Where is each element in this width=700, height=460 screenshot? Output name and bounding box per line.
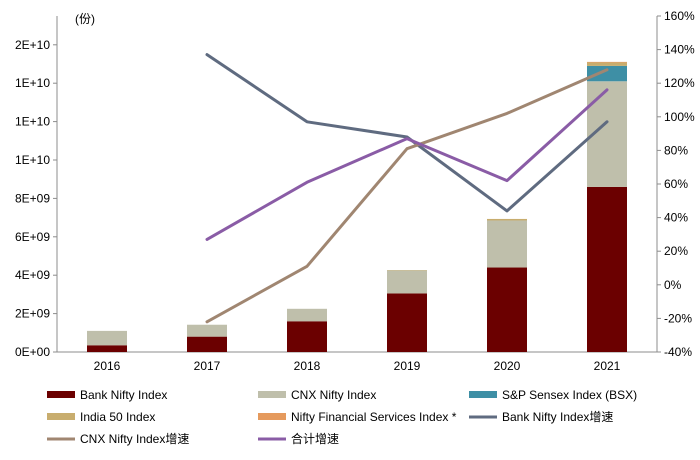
left-axis-tick-label: 6E+09 bbox=[15, 230, 50, 244]
bar-bank-nifty-index-2019 bbox=[387, 293, 427, 352]
left-axis-tick-label: 0E+00 bbox=[15, 345, 50, 359]
left-axis-tick-label: 2E+09 bbox=[15, 307, 50, 321]
legend-swatch bbox=[469, 391, 497, 398]
legend-label: CNX Nifty Index bbox=[291, 388, 376, 402]
legend-label: Bank Nifty Index增速 bbox=[502, 410, 613, 424]
right-axis-tick-label: -20% bbox=[664, 311, 692, 325]
line-bank-nifty-index bbox=[207, 55, 607, 211]
right-axis-tick-label: 140% bbox=[664, 43, 695, 57]
legend-label: S&P Sensex Index (BSX) bbox=[502, 388, 637, 402]
legend-label: Nifty Financial Services Index * bbox=[291, 410, 457, 424]
left-axis-tick-label: 2E+10 bbox=[15, 38, 50, 52]
left-axis-tick-label: 1E+10 bbox=[15, 115, 50, 129]
x-axis-tick-label: 2021 bbox=[594, 359, 621, 373]
legend-swatch bbox=[47, 413, 75, 420]
bar-bank-nifty-index-2021 bbox=[587, 187, 627, 352]
axes-group bbox=[53, 16, 661, 352]
bar-bank-nifty-index-2017 bbox=[187, 337, 227, 352]
bar-nifty-financial-services-index-2021 bbox=[587, 62, 627, 63]
x-axis-tick-label: 2020 bbox=[494, 359, 521, 373]
bar-india-50-index-2021 bbox=[587, 62, 627, 65]
legend-label: 合计增速 bbox=[291, 431, 339, 446]
x-axis-tick-label: 2019 bbox=[394, 359, 421, 373]
bar-cnx-nifty-index-2016 bbox=[87, 331, 127, 345]
right-axis-tick-label: 20% bbox=[664, 244, 688, 258]
left-axis-tick-label: 1E+10 bbox=[15, 76, 50, 90]
line- bbox=[207, 90, 607, 240]
left-axis-tick-label: 1E+10 bbox=[15, 153, 50, 167]
x-axis-tick-label: 2016 bbox=[94, 359, 121, 373]
bar-bank-nifty-index-2020 bbox=[487, 268, 527, 352]
right-axis-tick-label: 120% bbox=[664, 76, 695, 90]
unit-label: (份) bbox=[75, 12, 95, 26]
legend-label: India 50 Index bbox=[80, 410, 155, 424]
legend-swatch bbox=[47, 391, 75, 398]
legend-label: Bank Nifty Index bbox=[80, 388, 167, 402]
legend-group: Bank Nifty Index CNX Nifty Index S&P Sense… bbox=[47, 388, 637, 446]
bar-india-50-index-2020 bbox=[487, 219, 527, 221]
bar-cnx-nifty-index-2017 bbox=[187, 325, 227, 337]
x-axis-tick-label: 2018 bbox=[294, 359, 321, 373]
x-axis-tick-label: 2017 bbox=[194, 359, 221, 373]
legend-swatch bbox=[258, 391, 286, 398]
right-axis-tick-label: -40% bbox=[664, 345, 692, 359]
right-axis-tick-label: 100% bbox=[664, 110, 695, 124]
bar-cnx-nifty-index-2019 bbox=[387, 270, 427, 293]
right-axis-tick-label: 60% bbox=[664, 177, 688, 191]
bar-cnx-nifty-index-2020 bbox=[487, 220, 527, 267]
legend-swatch bbox=[258, 413, 286, 420]
bar-cnx-nifty-index-2018 bbox=[287, 309, 327, 321]
bar-s-p-sensex-index-bsx-2021 bbox=[587, 66, 627, 81]
right-axis-tick-label: 0% bbox=[664, 278, 682, 292]
left-axis-tick-label: 4E+09 bbox=[15, 268, 50, 282]
right-axis-tick-label: 160% bbox=[664, 9, 695, 23]
bar-bank-nifty-index-2018 bbox=[287, 321, 327, 352]
right-axis-tick-label: 40% bbox=[664, 211, 688, 225]
left-axis-tick-label: 8E+09 bbox=[15, 191, 50, 205]
bar-bank-nifty-index-2016 bbox=[87, 345, 127, 352]
right-axis-tick-label: 80% bbox=[664, 143, 688, 157]
legend-label: CNX Nifty Index增速 bbox=[80, 432, 189, 446]
